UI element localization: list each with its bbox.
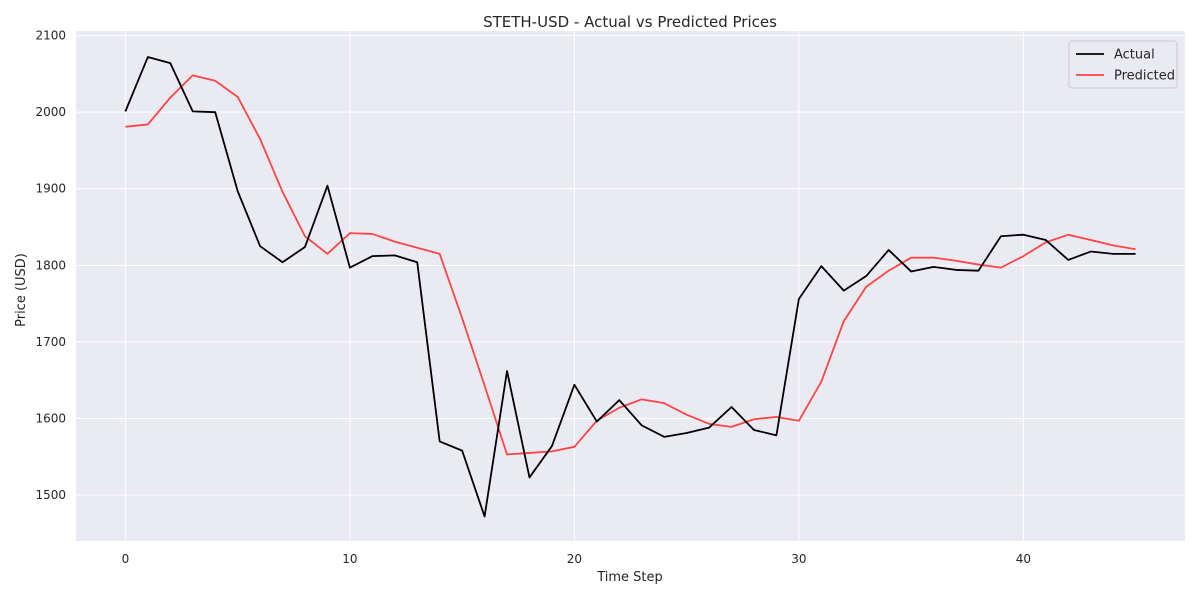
x-tick-label: 0 xyxy=(122,552,130,566)
y-tick-label: 2100 xyxy=(35,29,66,43)
legend-label-predicted: Predicted xyxy=(1114,69,1175,84)
y-tick-label: 1600 xyxy=(35,411,66,425)
y-tick-labels: 1500 1600 1700 1800 1900 2000 2100 xyxy=(35,29,66,502)
x-tick-labels: 0 10 20 30 40 xyxy=(122,552,1031,566)
y-tick-label: 1900 xyxy=(35,182,66,196)
series-lines xyxy=(124,56,1136,518)
series-line-predicted xyxy=(125,74,1136,456)
legend-box xyxy=(1068,40,1178,89)
x-tick-label: 30 xyxy=(791,552,806,566)
x-tick-label: 40 xyxy=(1016,552,1031,566)
x-axis-label: Time Step xyxy=(596,570,663,585)
legend-label-actual: Actual xyxy=(1114,48,1155,63)
legend: Actual Predicted xyxy=(1068,40,1178,89)
x-tick-label: 20 xyxy=(567,552,582,566)
y-tick-label: 1500 xyxy=(35,488,66,502)
chart-title: STETH-USD - Actual vs Predicted Prices xyxy=(483,13,777,31)
series-line-actual xyxy=(124,56,1136,518)
y-tick-label: 1800 xyxy=(35,258,66,272)
x-tick-label: 10 xyxy=(342,552,357,566)
grid xyxy=(76,31,1185,541)
plot-background xyxy=(76,31,1185,541)
y-tick-label: 2000 xyxy=(35,105,66,119)
y-tick-label: 1700 xyxy=(35,335,66,349)
y-axis-label: Price (USD) xyxy=(14,253,29,327)
